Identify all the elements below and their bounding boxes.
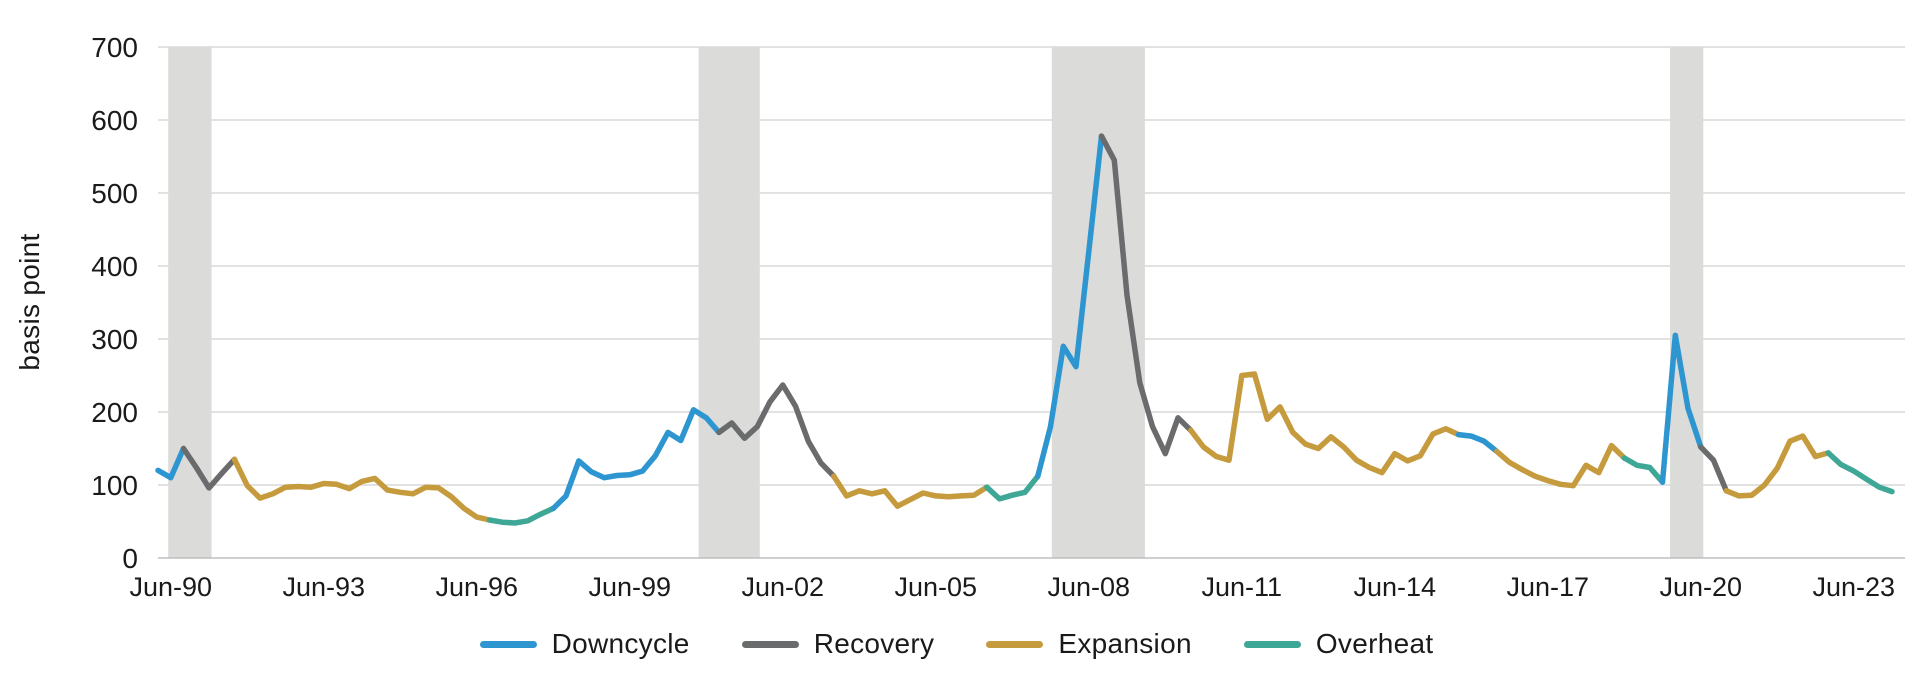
- y-tick-label: 200: [91, 397, 138, 428]
- legend-item-overheat: Overheat: [1243, 628, 1434, 660]
- legend-item-downcycle: Downcycle: [479, 628, 690, 660]
- series-segment-downcycle: [1659, 332, 1704, 485]
- series-segment-expansion: [231, 456, 493, 523]
- x-tick-label: Jun-11: [1202, 572, 1283, 602]
- legend: Downcycle Recovery Expansion Overheat: [0, 618, 1913, 670]
- series-segment-overheat: [984, 473, 1041, 502]
- y-tick-label: 400: [91, 251, 138, 282]
- downcycle-line-swatch: [479, 640, 537, 648]
- x-tick-label: Jun-23: [1813, 572, 1896, 602]
- recession-band: [1051, 47, 1145, 558]
- x-tick-label: Jun-08: [1048, 572, 1131, 602]
- legend-item-recovery: Recovery: [741, 628, 935, 660]
- legend-label-overheat: Overheat: [1315, 628, 1434, 659]
- y-axis-title: basis point: [14, 233, 45, 371]
- x-tick-label: Jun-14: [1354, 572, 1437, 602]
- recovery-line-swatch: [741, 640, 799, 648]
- series-segment-expansion: [1723, 433, 1832, 499]
- x-tick-label: Jun-05: [895, 572, 978, 602]
- recession-band: [1670, 47, 1704, 558]
- legend-item-expansion: Expansion: [986, 628, 1192, 660]
- series-segment-overheat: [1825, 450, 1895, 495]
- series-segment-overheat: [486, 505, 557, 526]
- expansion-line-swatch: [986, 640, 1044, 648]
- legend-label-downcycle: Downcycle: [551, 628, 690, 659]
- x-tick-label: Jun-90: [130, 572, 213, 602]
- legend-label-expansion: Expansion: [1058, 628, 1192, 659]
- x-tick-label: Jun-99: [589, 572, 672, 602]
- legend-label-recovery: Recovery: [813, 628, 935, 659]
- y-tick-label: 0: [122, 543, 138, 574]
- series-segment-recovery: [1098, 133, 1194, 457]
- series-segment-recovery: [716, 382, 837, 479]
- y-tick-label: 500: [91, 178, 138, 209]
- series-segment-downcycle: [1035, 133, 1105, 479]
- series-segment-expansion: [831, 473, 990, 509]
- series-segment-recovery: [1698, 444, 1730, 494]
- series-segment-expansion: [1188, 371, 1462, 476]
- y-tick-label: 700: [91, 32, 138, 63]
- x-tick-label: Jun-17: [1507, 572, 1590, 602]
- series-segment-downcycle: [155, 445, 187, 481]
- series-segment-downcycle: [550, 407, 722, 512]
- series-segment-recovery: [180, 445, 238, 491]
- series-segment-expansion: [1494, 442, 1628, 489]
- recession-band: [698, 47, 760, 558]
- y-tick-label: 100: [91, 470, 138, 501]
- x-tick-label: Jun-93: [283, 572, 366, 602]
- x-tick-label: Jun-96: [436, 572, 519, 602]
- series-segment-overheat: [1621, 455, 1666, 485]
- x-tick-label: Jun-02: [742, 572, 825, 602]
- y-tick-label: 600: [91, 105, 138, 136]
- series-segment-downcycle: [1455, 431, 1500, 455]
- y-tick-label: 300: [91, 324, 138, 355]
- x-tick-label: Jun-20: [1660, 572, 1743, 602]
- overheat-line-swatch: [1243, 640, 1301, 648]
